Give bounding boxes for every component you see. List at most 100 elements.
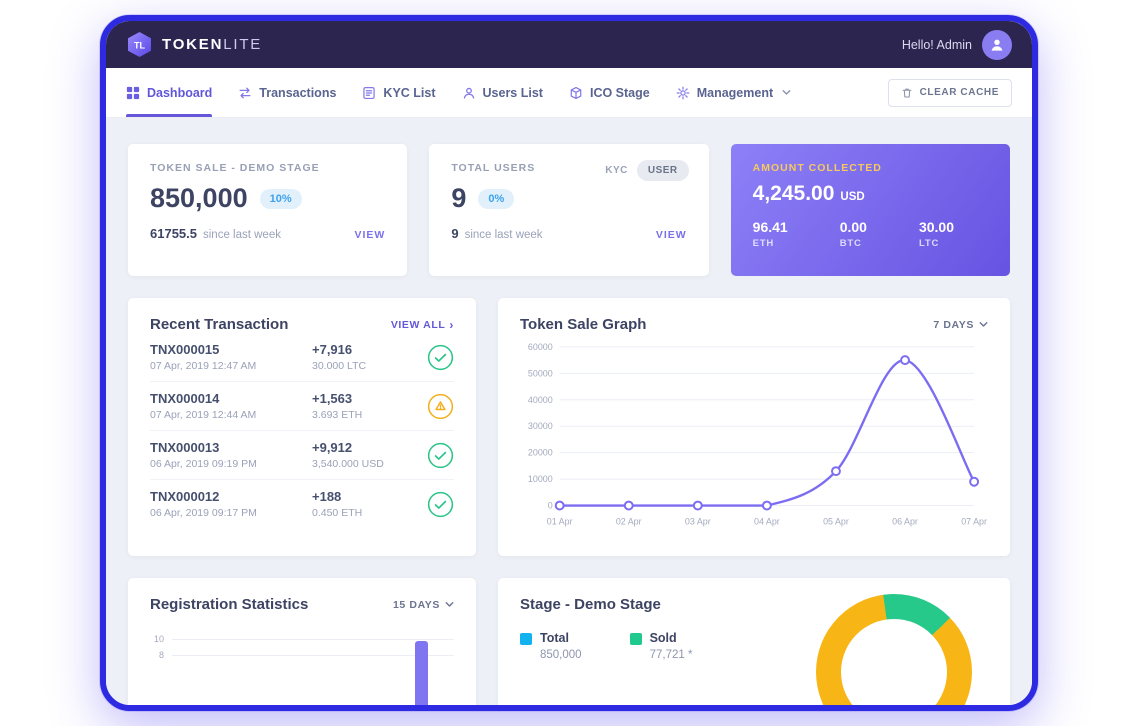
cube-icon [569,86,583,100]
nav-item-dashboard[interactable]: Dashboard [126,68,213,117]
token-sale-chart: 0 10000 20000 30000 40000 50000 60000 01 Apr 02 … [528,342,987,526]
nav-item-transactions[interactable]: Transactions [238,68,336,117]
nav-item-ico-stage[interactable]: ICO Stage [569,68,650,117]
token-sale-main: 850,000 10% [150,183,385,214]
tx-amount: +9,912 [312,440,353,455]
stage-legend: Total 850,000 Sold 77,721 * [520,631,988,661]
transactions-title: Recent Transaction [150,316,289,333]
tx-id: TNX000012 [150,489,220,504]
token-sale-view-link[interactable]: VIEW [354,229,386,241]
nav-item-management[interactable]: Management [676,68,791,117]
tx-amount-col: +1,563 3.693 ETH [312,391,422,421]
token-sale-title: TOKEN SALE - DEMO STAGE [150,162,320,174]
svg-text:03 Apr: 03 Apr [685,516,711,526]
chevron-down-icon [445,602,454,607]
middle-row: Recent Transaction VIEW ALL › TNX000015 … [128,298,1010,556]
svg-text:50000: 50000 [528,368,553,378]
tx-status [422,491,454,518]
app-window: TL TOKENLITE Hello! Admin Dashboard [100,15,1038,711]
legend-total-label: Total [540,631,569,645]
tx-amount-col: +7,916 30.000 LTC [312,342,422,372]
user-avatar[interactable] [982,29,1012,60]
svg-text:60000: 60000 [528,342,553,352]
nav-item-kyc-list[interactable]: KYC List [362,68,436,117]
tx-amount-col: +188 0.450 ETH [312,489,422,519]
view-all-link[interactable]: VIEW ALL › [391,319,454,331]
view-all-label: VIEW ALL [390,318,446,331]
chevron-down-icon [979,322,988,327]
svg-text:01 Apr: 01 Apr [547,516,573,526]
graph-range-dropdown[interactable]: 7 DAYS [933,319,988,331]
dashboard-content: TOKEN SALE - DEMO STAGE 850,000 10% 6175… [106,118,1032,705]
brand-name: TOKENLITE [162,36,262,53]
table-row[interactable]: TNX000014 07 Apr, 2019 12:44 AM +1,563 3… [150,382,454,431]
brand-bold: TOKEN [162,36,224,53]
coin-totals: 96.41 ETH 0.00 BTC 30.00 LTC [753,219,988,249]
token-sale-card: TOKEN SALE - DEMO STAGE 850,000 10% 6175… [128,144,408,276]
coin-eth-label: ETH [752,238,775,249]
topbar-right: Hello! Admin [902,29,1012,60]
gridline [172,638,454,640]
topbar: TL TOKENLITE Hello! Admin [106,21,1032,68]
tx-status [422,393,454,420]
tokenlite-logo-icon: TL [128,32,151,57]
total-users-card: TOTAL USERS KYC USER 9 0% 9 since last w… [429,144,709,276]
main-nav: Dashboard Transactions KYC List Users Li… [106,68,1032,118]
stage-header: Stage - Demo Stage [520,596,988,613]
nav-label: Users List [482,85,543,100]
tx-amount-col: +9,912 3,540.000 USD [312,440,422,470]
registration-range-label: 15 DAYS [392,598,440,611]
registration-statistics-card: Registration Statistics 15 DAYS 10 8 [128,578,476,705]
chevron-right-icon: › [449,317,454,332]
recent-transactions-card: Recent Transaction VIEW ALL › TNX000015 … [128,298,476,556]
tx-id: TNX000015 [150,342,220,357]
graph-title: Token Sale Graph [520,316,647,333]
coin-eth: 96.41 ETH [753,219,788,249]
trash-icon [901,87,913,99]
svg-text:06 Apr: 06 Apr [892,516,918,526]
tx-status [422,442,454,469]
total-users-value: 9 [451,183,467,213]
nav-label: KYC List [383,85,436,100]
toggle-kyc[interactable]: KYC [605,165,628,176]
brand: TL TOKENLITE [126,31,262,58]
tx-detail: 0.450 ETH [312,507,363,519]
table-row[interactable]: TNX000012 06 Apr, 2019 09:17 PM +188 0.4… [150,480,454,528]
amount-collected-main: 4,245.00 USD [753,182,988,206]
graph-header: Token Sale Graph 7 DAYS [520,316,988,333]
registration-range-dropdown[interactable]: 15 DAYS [393,599,454,611]
svg-text:30000: 30000 [528,421,553,431]
brand-light: LITE [223,36,263,53]
stats-row: TOKEN SALE - DEMO STAGE 850,000 10% 6175… [128,144,1010,276]
total-users-caption: since last week [464,229,543,241]
tx-amount: +7,916 [312,342,353,357]
status-warning-icon [427,393,454,419]
registration-title: Registration Statistics [150,596,309,613]
tx-date: 06 Apr, 2019 09:19 PM [150,458,257,470]
tx-id: TNX000013 [150,440,220,455]
tx-amount: +188 [312,489,342,504]
clear-cache-button[interactable]: CLEAR CACHE [887,78,1012,107]
legend-sold-label: Sold [649,631,677,645]
nav-label: Dashboard [147,85,213,100]
table-row[interactable]: TNX000015 07 Apr, 2019 12:47 AM +7,916 3… [150,333,454,382]
tx-amount: +1,563 [312,391,353,406]
stage-demo-card: Stage - Demo Stage Total 850,000 Sold [498,578,1010,705]
chevron-down-icon [782,89,791,96]
legend-swatch-sold [629,633,642,645]
total-users-delta: 9 [451,226,459,241]
amount-value: 4,245.00 [752,182,835,205]
swap-arrows-icon [238,86,252,100]
tx-id-col: TNX000012 06 Apr, 2019 09:17 PM [150,489,312,519]
token-sale-delta: 61755.5 [150,226,197,241]
total-users-view-link[interactable]: VIEW [655,229,687,241]
tx-id-col: TNX000014 07 Apr, 2019 12:44 AM [150,391,312,421]
status-success-icon [427,344,454,370]
table-row[interactable]: TNX000013 06 Apr, 2019 09:19 PM +9,912 3… [150,431,454,480]
svg-text:02 Apr: 02 Apr [616,516,642,526]
toggle-user[interactable]: USER [636,160,689,181]
legend-item-sold: Sold 77,721 * [629,631,692,661]
nav-item-users-list[interactable]: Users List [462,68,543,117]
stage-title: Stage - Demo Stage [520,596,661,613]
svg-text:04 Apr: 04 Apr [754,516,780,526]
